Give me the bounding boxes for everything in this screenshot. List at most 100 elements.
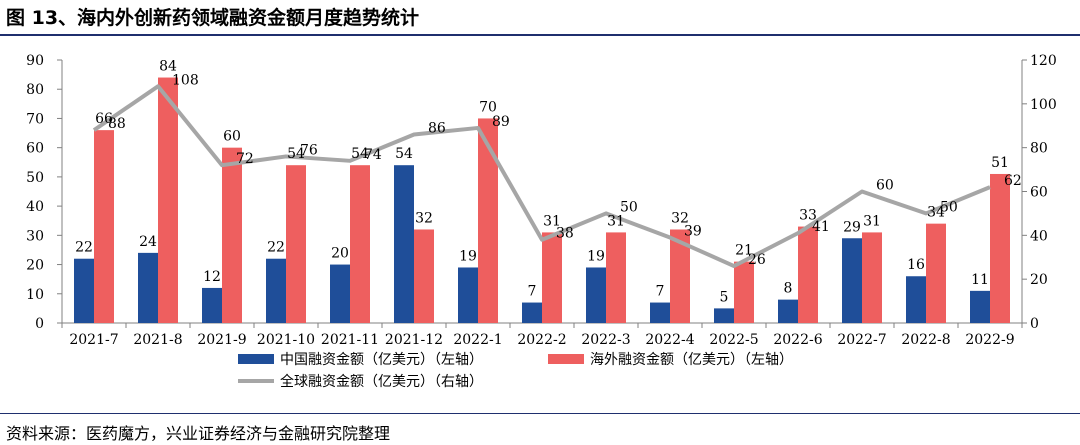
china-funding-bar — [330, 264, 350, 323]
right-tick-label: 120 — [1030, 53, 1057, 69]
overseas-funding-label: 70 — [479, 99, 497, 115]
china-funding-bar — [394, 165, 414, 323]
overseas-funding-bar — [798, 226, 818, 323]
data-labels: 22 66 24 84 12 60 22 54 20 54 54 32 19 70 7 31 19 31 7 32 5 2… — [75, 59, 1022, 306]
overseas-funding-bar — [414, 229, 434, 323]
overseas-funding-bar — [350, 165, 370, 323]
overseas-funding-label: 51 — [991, 155, 1009, 171]
china-funding-label: 5 — [720, 289, 729, 305]
china-funding-bar — [522, 302, 542, 323]
global-funding-label: 39 — [684, 224, 702, 240]
overseas-funding-label: 33 — [799, 208, 817, 224]
left-tick-label: 20 — [26, 258, 44, 274]
global-funding-label: 89 — [492, 114, 510, 130]
china-funding-bar — [202, 287, 222, 323]
overseas-funding-label: 31 — [543, 213, 561, 229]
x-tick-label: 2022-1 — [453, 332, 502, 348]
china-funding-label: 19 — [459, 248, 477, 264]
x-tick-label: 2021-11 — [321, 332, 379, 348]
china-funding-bar — [906, 276, 926, 323]
overseas-funding-label: 32 — [671, 210, 689, 226]
x-tick-label: 2022-2 — [517, 332, 566, 348]
x-tick-label: 2022-9 — [965, 332, 1014, 348]
x-tick-label: 2021-12 — [385, 332, 443, 348]
x-tick-label: 2021-7 — [69, 332, 118, 348]
left-tick-label: 10 — [26, 287, 44, 303]
global-funding-label: 86 — [428, 121, 446, 137]
china-funding-bar — [842, 238, 862, 323]
china-funding-label: 20 — [331, 246, 349, 262]
china-funding-bar — [138, 252, 158, 323]
legend-global-text: 全球融资金额（亿美元）（右轴） — [280, 373, 483, 390]
overseas-funding-label: 31 — [863, 213, 881, 229]
global-funding-label: 62 — [1004, 173, 1022, 189]
funding-chart: 0 10 20 30 40 50 60 70 80 90 0 20 40 60 80 100 120 2021-7… — [26, 53, 1057, 390]
chart-legend: 中国融资金额（亿美元）（左轴） 海外融资金额（亿美元）（左轴） 全球融资金额（亿美元… — [238, 352, 793, 390]
right-tick-label: 60 — [1030, 185, 1048, 201]
overseas-funding-label: 32 — [415, 210, 433, 226]
overseas-funding-bar — [862, 232, 882, 323]
left-tick-label: 80 — [26, 82, 44, 98]
x-tick-label: 2021-10 — [257, 332, 315, 348]
x-tick-label: 2021-8 — [133, 332, 182, 348]
overseas-funding-bar — [222, 147, 242, 323]
overseas-funding-bar — [990, 173, 1010, 323]
china-funding-bar — [74, 258, 94, 323]
global-funding-label: 50 — [620, 199, 638, 215]
global-funding-line — [92, 84, 991, 269]
china-funding-label: 16 — [907, 257, 925, 273]
left-tick-label: 30 — [26, 228, 44, 244]
global-funding-label: 88 — [108, 116, 126, 132]
bar-marks — [74, 77, 1010, 324]
overseas-funding-bar — [734, 261, 754, 323]
chart-axes: 0 10 20 30 40 50 60 70 80 90 0 20 40 60 80 100 120 2021-7… — [26, 53, 1057, 348]
overseas-funding-label: 54 — [287, 146, 305, 162]
line-series — [92, 84, 991, 269]
overseas-funding-label: 21 — [735, 243, 753, 259]
global-funding-label: 26 — [748, 252, 766, 268]
china-funding-label: 12 — [203, 269, 221, 285]
legend-overseas-text: 海外融资金额（亿美元）（左轴） — [590, 352, 793, 368]
global-funding-label: 38 — [556, 226, 574, 242]
china-funding-bar — [778, 299, 798, 323]
source-note: 资料来源：医药魔方，兴业证券经济与金融研究院整理 — [6, 424, 391, 443]
overseas-funding-bar — [670, 229, 690, 323]
right-tick-label: 40 — [1030, 228, 1048, 244]
china-funding-bar — [458, 267, 478, 323]
global-funding-label: 76 — [300, 142, 318, 158]
china-funding-label: 7 — [528, 284, 537, 300]
china-funding-label: 22 — [75, 240, 93, 256]
overseas-funding-bar — [542, 232, 562, 323]
china-funding-label: 7 — [656, 284, 665, 300]
left-tick-label: 90 — [26, 53, 44, 69]
overseas-funding-bar — [606, 232, 626, 323]
x-tick-label: 2022-8 — [901, 332, 950, 348]
overseas-funding-label: 60 — [223, 129, 241, 145]
global-funding-label: 41 — [812, 219, 830, 235]
overseas-funding-label: 34 — [927, 205, 945, 221]
china-funding-bar — [586, 267, 606, 323]
global-funding-label: 72 — [236, 151, 254, 167]
overseas-funding-bar — [158, 77, 178, 324]
x-tick-label: 2021-9 — [197, 332, 246, 348]
right-tick-label: 100 — [1030, 97, 1057, 113]
right-tick-label: 20 — [1030, 272, 1048, 288]
china-funding-bar — [714, 308, 734, 323]
x-tick-label: 2022-6 — [773, 332, 822, 348]
china-funding-label: 54 — [395, 146, 413, 162]
legend-china-text: 中国融资金额（亿美元）（左轴） — [280, 352, 483, 368]
overseas-funding-bar — [286, 165, 306, 323]
global-funding-label: 60 — [876, 178, 894, 194]
legend-overseas-swatch — [548, 354, 584, 364]
overseas-funding-label: 54 — [351, 146, 369, 162]
x-tick-label: 2022-5 — [709, 332, 758, 348]
global-funding-label: 74 — [364, 147, 382, 163]
title-divider — [0, 34, 1080, 36]
china-funding-bar — [650, 302, 670, 323]
china-funding-label: 29 — [843, 219, 861, 235]
x-tick-label: 2022-7 — [837, 332, 886, 348]
x-tick-label: 2022-3 — [581, 332, 630, 348]
x-tick-label: 2022-4 — [645, 332, 694, 348]
china-funding-label: 11 — [971, 272, 989, 288]
china-funding-label: 8 — [784, 281, 793, 297]
